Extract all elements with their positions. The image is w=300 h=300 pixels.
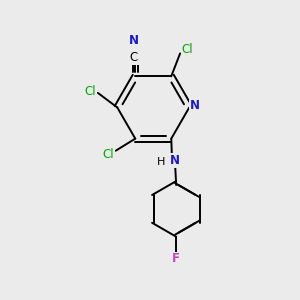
Text: C: C — [130, 51, 138, 64]
Text: H: H — [157, 157, 166, 167]
Text: N: N — [129, 34, 139, 47]
Text: N: N — [190, 99, 200, 112]
Text: Cl: Cl — [84, 85, 96, 98]
Text: F: F — [172, 252, 180, 266]
Text: Cl: Cl — [102, 148, 114, 161]
Text: N: N — [169, 154, 179, 167]
Text: Cl: Cl — [182, 43, 194, 56]
